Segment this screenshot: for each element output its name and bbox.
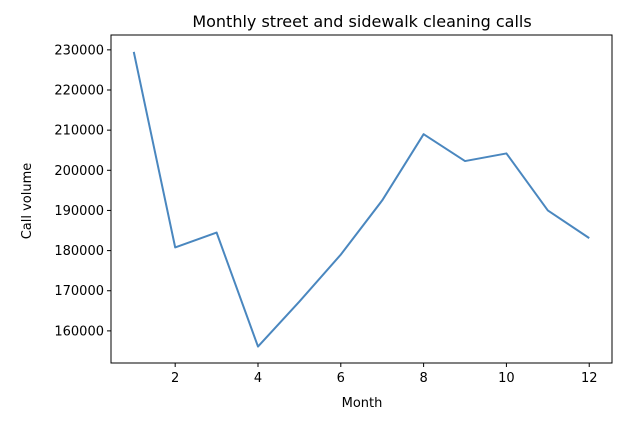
y-tick-label-200000: 200000 <box>54 164 104 179</box>
y-tick-label-160000: 160000 <box>54 324 104 339</box>
y-tick-label-230000: 230000 <box>54 43 104 58</box>
plot-area: 2 4 6 8 10 12 160000 170000 180000 190000 200000 21… <box>54 34 613 386</box>
y-tick-label-170000: 170000 <box>54 284 104 299</box>
y-tick-label-180000: 180000 <box>54 244 104 259</box>
x-axis-label: Month <box>342 396 383 411</box>
x-tick-label-4: 4 <box>254 371 262 386</box>
x-tick-label-10: 10 <box>498 371 515 386</box>
x-tick-label-12: 12 <box>581 371 598 386</box>
series-line <box>132 51 590 348</box>
y-tick-label-210000: 210000 <box>54 124 104 139</box>
chart-title: Monthly street and sidewalk cleaning cal… <box>192 12 531 31</box>
y-tick-label-220000: 220000 <box>54 84 104 99</box>
x-tick-label-2: 2 <box>171 371 179 386</box>
y-axis-label: Call volume <box>20 163 35 240</box>
x-tick-label-6: 6 <box>337 371 345 386</box>
plot-frame <box>110 34 613 364</box>
x-tick-label-8: 8 <box>419 371 427 386</box>
y-tick-label-190000: 190000 <box>54 204 104 219</box>
